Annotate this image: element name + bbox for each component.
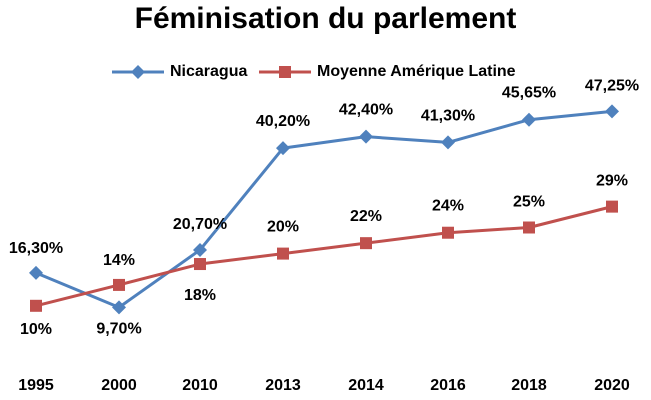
data-label-latin-america: 18% xyxy=(184,287,216,304)
x-tick-label: 2000 xyxy=(101,377,137,394)
x-tick-label: 2013 xyxy=(265,377,301,394)
data-label-latin-america: 22% xyxy=(350,208,382,225)
x-tick-label: 2014 xyxy=(348,377,384,394)
legend: Nicaragua Moyenne Amérique Latine xyxy=(0,60,651,84)
data-label-latin-america: 20% xyxy=(267,219,299,236)
legend-item-latin-america: Moyenne Amérique Latine xyxy=(259,60,516,84)
data-label-latin-america: 14% xyxy=(103,252,135,269)
data-point-nicaragua xyxy=(193,242,207,257)
legend-swatch-latin-america xyxy=(259,66,311,78)
data-point-latin-america xyxy=(442,226,454,239)
data-point-latin-america xyxy=(606,200,618,213)
data-label-nicaragua: 9,70% xyxy=(96,320,141,337)
data-label-latin-america: 29% xyxy=(596,173,628,190)
legend-item-nicaragua: Nicaragua xyxy=(112,60,247,84)
data-label-nicaragua: 40,20% xyxy=(256,113,310,130)
legend-label-nicaragua: Nicaragua xyxy=(170,63,248,80)
x-tick-label: 2016 xyxy=(430,377,466,394)
data-point-latin-america xyxy=(113,278,125,291)
data-label-latin-america: 25% xyxy=(513,194,545,211)
data-point-nicaragua xyxy=(441,135,455,150)
data-point-latin-america xyxy=(360,237,372,250)
data-point-nicaragua xyxy=(522,112,536,127)
data-label-nicaragua: 47,25% xyxy=(585,77,639,94)
data-label-nicaragua: 41,30% xyxy=(421,107,475,124)
data-label-nicaragua: 16,30% xyxy=(9,240,63,257)
data-point-latin-america xyxy=(523,221,535,234)
x-tick-label: 2010 xyxy=(182,377,218,394)
data-point-nicaragua xyxy=(605,104,619,119)
data-label-nicaragua: 45,65% xyxy=(502,85,556,102)
chart-title: Féminisation du parlement xyxy=(134,2,517,35)
data-point-nicaragua xyxy=(29,265,43,280)
legend-swatch-nicaragua xyxy=(112,65,164,79)
data-label-latin-america: 24% xyxy=(432,198,464,215)
data-label-latin-america: 10% xyxy=(20,321,52,338)
data-point-latin-america xyxy=(30,299,42,312)
data-label-nicaragua: 20,70% xyxy=(173,216,227,233)
x-tick-label: 2018 xyxy=(511,377,547,394)
series-line-nicaragua xyxy=(35,109,613,309)
x-tick-label: 1995 xyxy=(18,377,54,394)
series-line-latin-america xyxy=(35,205,613,308)
data-point-latin-america xyxy=(277,247,289,260)
data-label-nicaragua: 42,40% xyxy=(339,102,393,119)
data-point-nicaragua xyxy=(112,300,126,315)
data-point-latin-america xyxy=(194,258,206,271)
data-point-nicaragua xyxy=(359,129,373,144)
x-tick-label: 2020 xyxy=(594,377,630,394)
data-point-nicaragua xyxy=(276,141,290,156)
legend-label-latin-america: Moyenne Amérique Latine xyxy=(317,63,516,80)
